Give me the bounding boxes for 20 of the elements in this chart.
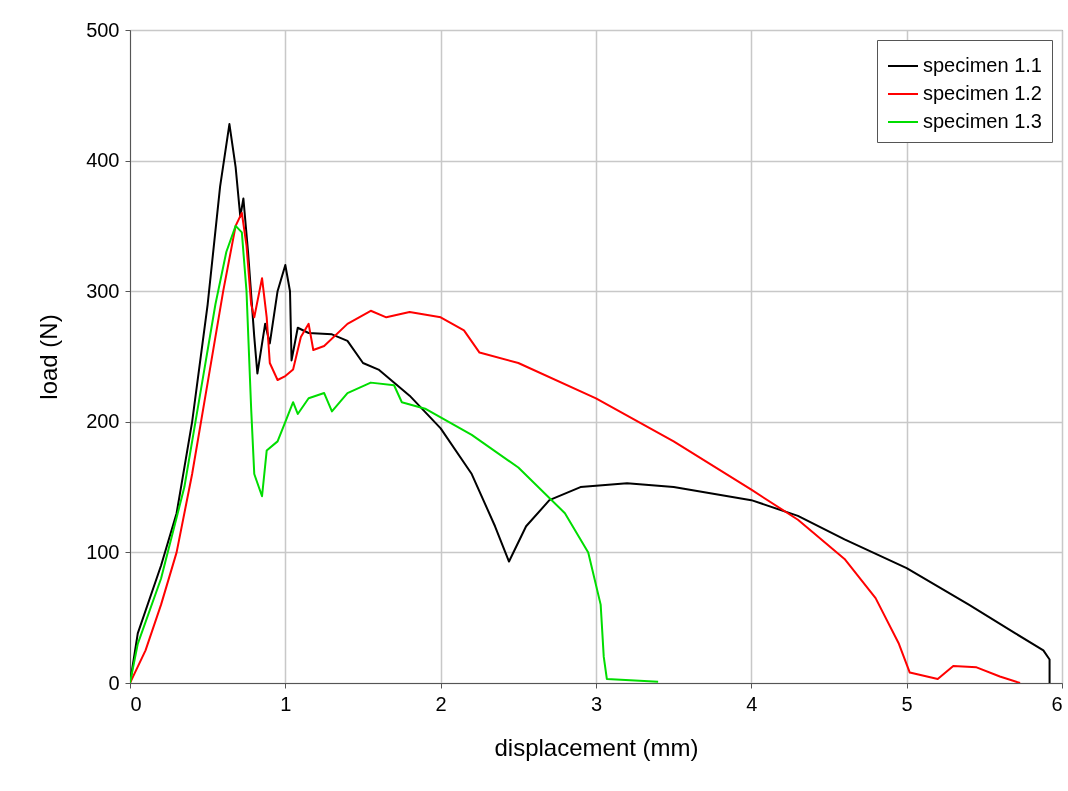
legend-label: specimen 1.3 [923, 110, 1042, 132]
x-tick-label: 3 [590, 692, 603, 715]
y-tick-label: 300 [86, 279, 120, 302]
x-tick-label: 6 [1051, 692, 1063, 715]
y-tick-label: 100 [86, 540, 120, 563]
y-tick-label: 500 [86, 18, 120, 41]
line-series [130, 224, 660, 683]
x-tick-label: 2 [435, 692, 447, 715]
x-axis-title: displacement (mm) [494, 733, 699, 761]
x-tick-label: 4 [746, 692, 758, 715]
y-tick-label: 0 [108, 671, 120, 694]
legend-label: specimen 1.1 [923, 54, 1042, 76]
y-axis-title: load (N) [35, 314, 63, 400]
y-tick-label: 400 [86, 149, 120, 172]
y-tick-label: 200 [86, 410, 120, 433]
x-tick-label: 1 [280, 692, 292, 715]
line-series [130, 211, 1022, 683]
x-tick-label: 5 [901, 692, 913, 715]
x-tick-label: 0 [130, 692, 142, 715]
legend-label: specimen 1.2 [923, 82, 1042, 104]
